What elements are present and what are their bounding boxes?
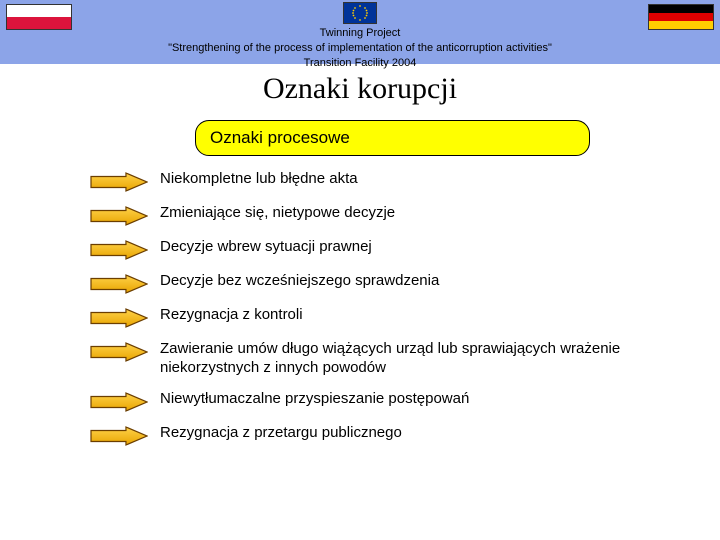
- flag-germany-icon: [648, 4, 714, 30]
- list-item: Rezygnacja z kontroli: [0, 306, 720, 328]
- list-item: Zmieniające się, nietypowe decyzje: [0, 204, 720, 226]
- arrow-icon: [90, 170, 160, 192]
- arrow-icon: [90, 424, 160, 446]
- header-banner: Twinning Project "Strengthening of the p…: [0, 0, 720, 64]
- arrow-icon: [90, 306, 160, 328]
- header-line2: "Strengthening of the process of impleme…: [0, 41, 720, 56]
- arrow-icon: [90, 272, 160, 294]
- list-item: Rezygnacja z przetargu publicznego: [0, 424, 720, 446]
- list-item-text: Rezygnacja z przetargu publicznego: [160, 424, 402, 443]
- arrow-icon: [90, 340, 160, 362]
- list-item: Decyzje bez wcześniejszego sprawdzenia: [0, 272, 720, 294]
- page-title: Oznaki korupcji: [0, 72, 720, 106]
- arrow-icon: [90, 238, 160, 260]
- list-item-text: Zmieniające się, nietypowe decyzje: [160, 204, 395, 223]
- list-item: Niewytłumaczalne przyspieszanie postępow…: [0, 390, 720, 412]
- list-item-text: Rezygnacja z kontroli: [160, 306, 303, 325]
- list-item: Niekompletne lub błędne akta: [0, 170, 720, 192]
- flag-poland-icon: [6, 4, 72, 30]
- subtitle-text: Oznaki procesowe: [210, 128, 350, 147]
- subtitle-box: Oznaki procesowe: [195, 120, 590, 156]
- list-item: Zawieranie umów długo wiążących urząd lu…: [0, 340, 720, 378]
- arrow-icon: [90, 390, 160, 412]
- list-item-text: Zawieranie umów długo wiążących urząd lu…: [160, 340, 680, 378]
- list-item-text: Niekompletne lub błędne akta: [160, 170, 358, 189]
- list-item: Decyzje wbrew sytuacji prawnej: [0, 238, 720, 260]
- list-item-text: Decyzje bez wcześniejszego sprawdzenia: [160, 272, 439, 291]
- arrow-icon: [90, 204, 160, 226]
- list-item-text: Niewytłumaczalne przyspieszanie postępow…: [160, 390, 469, 409]
- header-line1: Twinning Project: [0, 26, 720, 41]
- items-list: Niekompletne lub błędne akta Zmieniające…: [0, 170, 720, 446]
- flag-eu-icon: [343, 2, 377, 24]
- list-item-text: Decyzje wbrew sytuacji prawnej: [160, 238, 372, 257]
- header-line3: Transition Facility 2004: [0, 56, 720, 71]
